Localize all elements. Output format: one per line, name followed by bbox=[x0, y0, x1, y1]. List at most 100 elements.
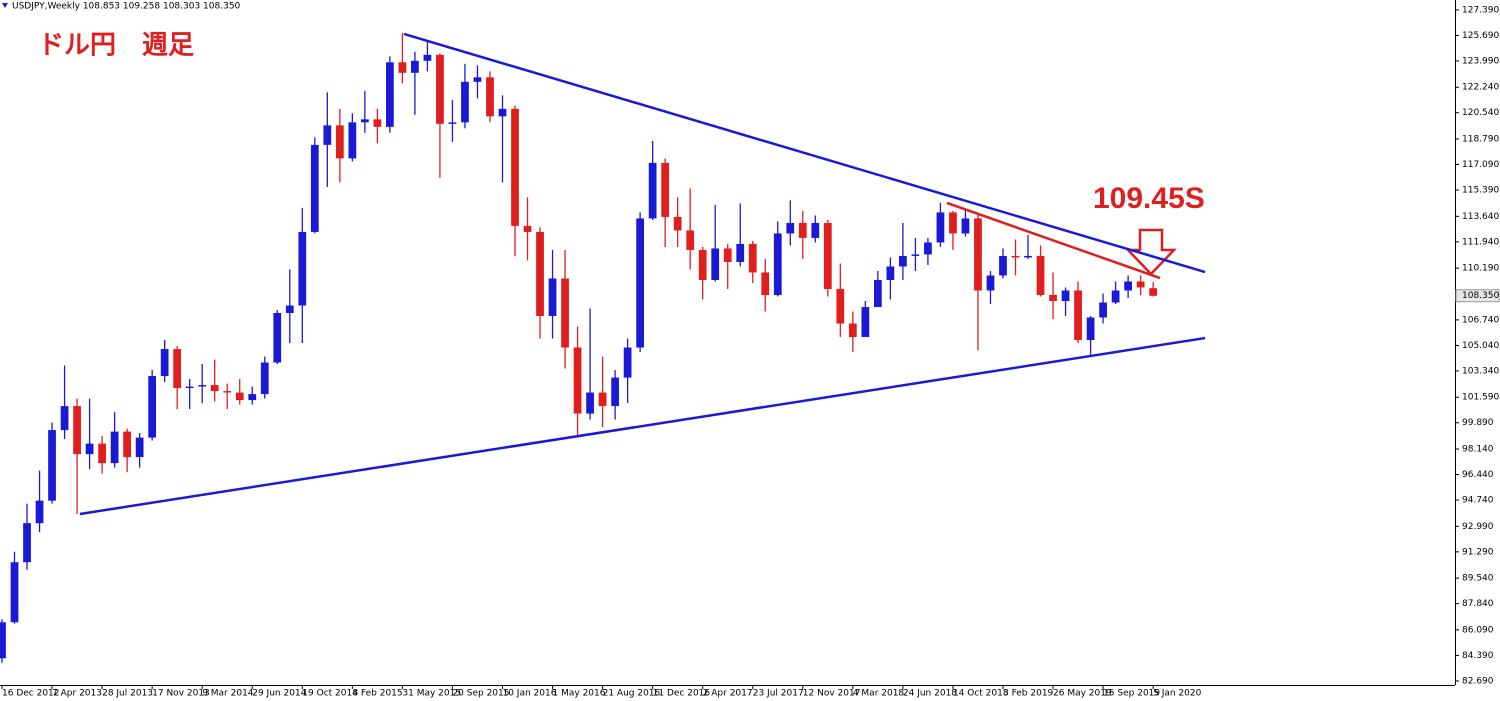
y-tick-label: 103.340 bbox=[1462, 366, 1499, 376]
candle-body bbox=[523, 225, 532, 232]
candle-body bbox=[548, 278, 557, 317]
candle-body bbox=[398, 62, 407, 73]
x-tick-label: 20 Sep 2015 bbox=[452, 689, 509, 699]
y-tick-label: 117.090 bbox=[1462, 160, 1499, 170]
candle-body bbox=[686, 230, 695, 250]
candle-body bbox=[123, 431, 132, 458]
chart-title: ドル円 週足 bbox=[38, 31, 194, 61]
x-tick-label: 31 May 2015 bbox=[402, 689, 461, 699]
candle-body bbox=[498, 108, 507, 117]
y-tick-label: 111.940 bbox=[1462, 237, 1499, 247]
candle-body bbox=[761, 272, 770, 295]
candle-body bbox=[411, 60, 419, 73]
candle-body bbox=[185, 386, 194, 389]
candle-body bbox=[85, 443, 94, 455]
trendline bbox=[946, 201, 1161, 280]
candle-body bbox=[986, 275, 995, 291]
candle-body bbox=[135, 437, 144, 458]
y-tick-label: 120.540 bbox=[1462, 108, 1499, 118]
x-tick-label: 2 Apr 2017 bbox=[703, 689, 753, 699]
candle-body bbox=[148, 376, 157, 438]
candle-body bbox=[173, 349, 182, 389]
candle-body bbox=[1049, 294, 1057, 301]
candle-body bbox=[673, 216, 682, 231]
candle-body bbox=[1061, 290, 1070, 301]
annotation: 109.45S bbox=[1093, 182, 1205, 215]
y-tick-label: 118.790 bbox=[1462, 135, 1499, 145]
x-tick-label: 10 Jan 2016 bbox=[502, 689, 556, 699]
candle-body bbox=[285, 305, 294, 314]
x-tick-label: 11 Dec 2016 bbox=[653, 689, 711, 699]
candle-body bbox=[586, 392, 594, 414]
candle-body bbox=[511, 108, 519, 226]
candle-body bbox=[661, 162, 670, 217]
candle-body bbox=[711, 248, 720, 280]
candle-body bbox=[961, 218, 970, 234]
candle-body bbox=[386, 62, 394, 127]
candle-body bbox=[836, 288, 845, 324]
candle-body bbox=[1111, 290, 1120, 303]
current-price-box bbox=[1455, 289, 1500, 303]
candle-body bbox=[23, 523, 31, 563]
y-tick-label: 89.540 bbox=[1462, 574, 1494, 584]
x-tick-label: 15 Sep 2019 bbox=[1103, 689, 1160, 699]
x-tick-label: 7 Apr 2013 bbox=[52, 689, 102, 699]
candle-body bbox=[223, 391, 232, 393]
arrow bbox=[1125, 228, 1177, 276]
candle-body bbox=[360, 119, 369, 123]
x-tick-label: 3 Feb 2019 bbox=[1003, 689, 1054, 699]
candle-body bbox=[811, 222, 820, 238]
candle-body bbox=[848, 323, 857, 338]
candle-body bbox=[10, 562, 19, 623]
candle-body bbox=[310, 144, 319, 232]
candle-body bbox=[0, 622, 6, 659]
candle-body bbox=[248, 394, 257, 401]
x-tick-label: 5 Jan 2020 bbox=[1153, 689, 1201, 699]
y-tick-label: 82.690 bbox=[1462, 676, 1494, 686]
candle-body bbox=[573, 347, 582, 414]
x-tick-label: 23 Jul 2017 bbox=[753, 689, 804, 699]
candle-body bbox=[999, 255, 1007, 276]
candle-body bbox=[423, 54, 432, 61]
y-tick-label: 87.840 bbox=[1462, 599, 1494, 609]
candle-body bbox=[373, 119, 382, 127]
y-tick-label: 106.740 bbox=[1462, 315, 1499, 325]
candle-body bbox=[786, 222, 795, 234]
y-tick-label: 92.990 bbox=[1462, 522, 1494, 532]
candle-body bbox=[1011, 255, 1020, 258]
candle-body bbox=[235, 392, 244, 401]
candle-body bbox=[861, 306, 870, 338]
current-price-label: 108.350 bbox=[1462, 291, 1499, 301]
candle-body bbox=[110, 431, 119, 464]
candle-body bbox=[598, 392, 607, 407]
y-tick-label: 86.090 bbox=[1462, 625, 1494, 635]
candle-body bbox=[473, 77, 482, 82]
candle-body bbox=[260, 362, 269, 395]
candle-body bbox=[335, 125, 344, 159]
x-tick-label: 21 Aug 2016 bbox=[603, 689, 661, 699]
y-tick-label: 94.740 bbox=[1462, 496, 1494, 506]
candle-body bbox=[1086, 317, 1095, 341]
y-tick-label: 115.390 bbox=[1462, 186, 1499, 196]
y-tick-label: 101.590 bbox=[1462, 393, 1499, 403]
candle-body bbox=[736, 243, 745, 262]
x-tick-label: 16 Dec 2012 bbox=[2, 689, 60, 699]
x-tick-label: 24 Jun 2018 bbox=[903, 689, 957, 699]
candle-body bbox=[273, 313, 282, 363]
candle-body bbox=[773, 233, 782, 295]
candle-body bbox=[298, 231, 307, 306]
y-tick-label: 91.290 bbox=[1462, 547, 1494, 557]
candle-body bbox=[561, 278, 569, 348]
candle-body bbox=[1036, 255, 1045, 295]
candle-body bbox=[160, 349, 169, 377]
candle-body bbox=[73, 406, 81, 455]
candle-body bbox=[949, 212, 957, 234]
candle-body bbox=[636, 218, 645, 348]
candle-body bbox=[198, 385, 207, 387]
candle-body bbox=[323, 125, 332, 145]
candle-body bbox=[974, 218, 982, 291]
x-tick-label: 1 May 2016 bbox=[553, 689, 606, 699]
